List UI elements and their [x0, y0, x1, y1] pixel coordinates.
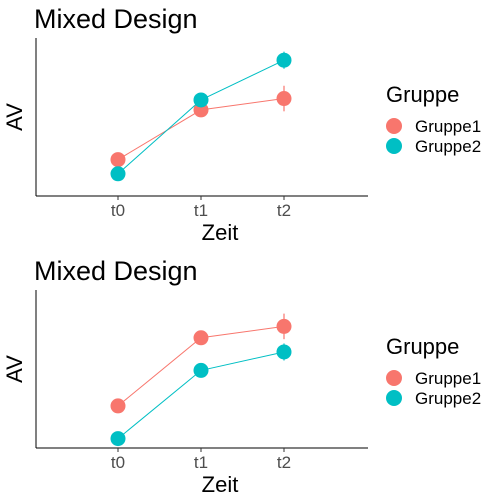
x-tick-label: t0 [111, 201, 125, 220]
chart-title: Mixed Design [34, 256, 198, 286]
legend-title: Gruppe [386, 334, 459, 359]
data-point [110, 152, 126, 168]
chart-title: Mixed Design [34, 4, 198, 34]
legend-label: Gruppe2 [415, 137, 481, 156]
data-point [276, 344, 292, 360]
data-point [193, 362, 209, 378]
x-tick-label: t0 [111, 453, 125, 472]
x-tick-label: t1 [194, 201, 208, 220]
x-axis-title: Zeit [202, 472, 239, 497]
data-point [110, 398, 126, 414]
data-point [110, 431, 126, 447]
series-gruppe2 [110, 51, 292, 182]
series-gruppe1 [110, 313, 292, 414]
data-point [193, 92, 209, 108]
legend-key [386, 118, 402, 134]
x-tick-label: t2 [277, 453, 291, 472]
data-point [276, 318, 292, 334]
legend-key [386, 370, 402, 386]
y-axis-title: AV [2, 103, 27, 131]
legend-label: Gruppe2 [415, 389, 481, 408]
data-point [110, 166, 126, 182]
legend-title: Gruppe [386, 82, 459, 107]
x-tick-label: t1 [194, 453, 208, 472]
data-point [276, 91, 292, 107]
chart-panel-1: Mixed Design t0 t1 t2 Zeit AV Gruppe Gruppe1Gru… [2, 4, 481, 245]
x-tick-label: t2 [277, 201, 291, 220]
legend-key [386, 390, 402, 406]
data-point [193, 330, 209, 346]
data-point [276, 52, 292, 68]
legend-key [386, 138, 402, 154]
y-axis-title: AV [2, 355, 27, 383]
legend-label: Gruppe1 [415, 117, 481, 136]
x-axis-title: Zeit [202, 220, 239, 245]
chart-panel-2: Mixed Design t0 t1 t2 Zeit AV Gruppe Gruppe1Gru… [2, 256, 481, 497]
legend-label: Gruppe1 [415, 369, 481, 388]
series-gruppe2 [110, 343, 292, 447]
